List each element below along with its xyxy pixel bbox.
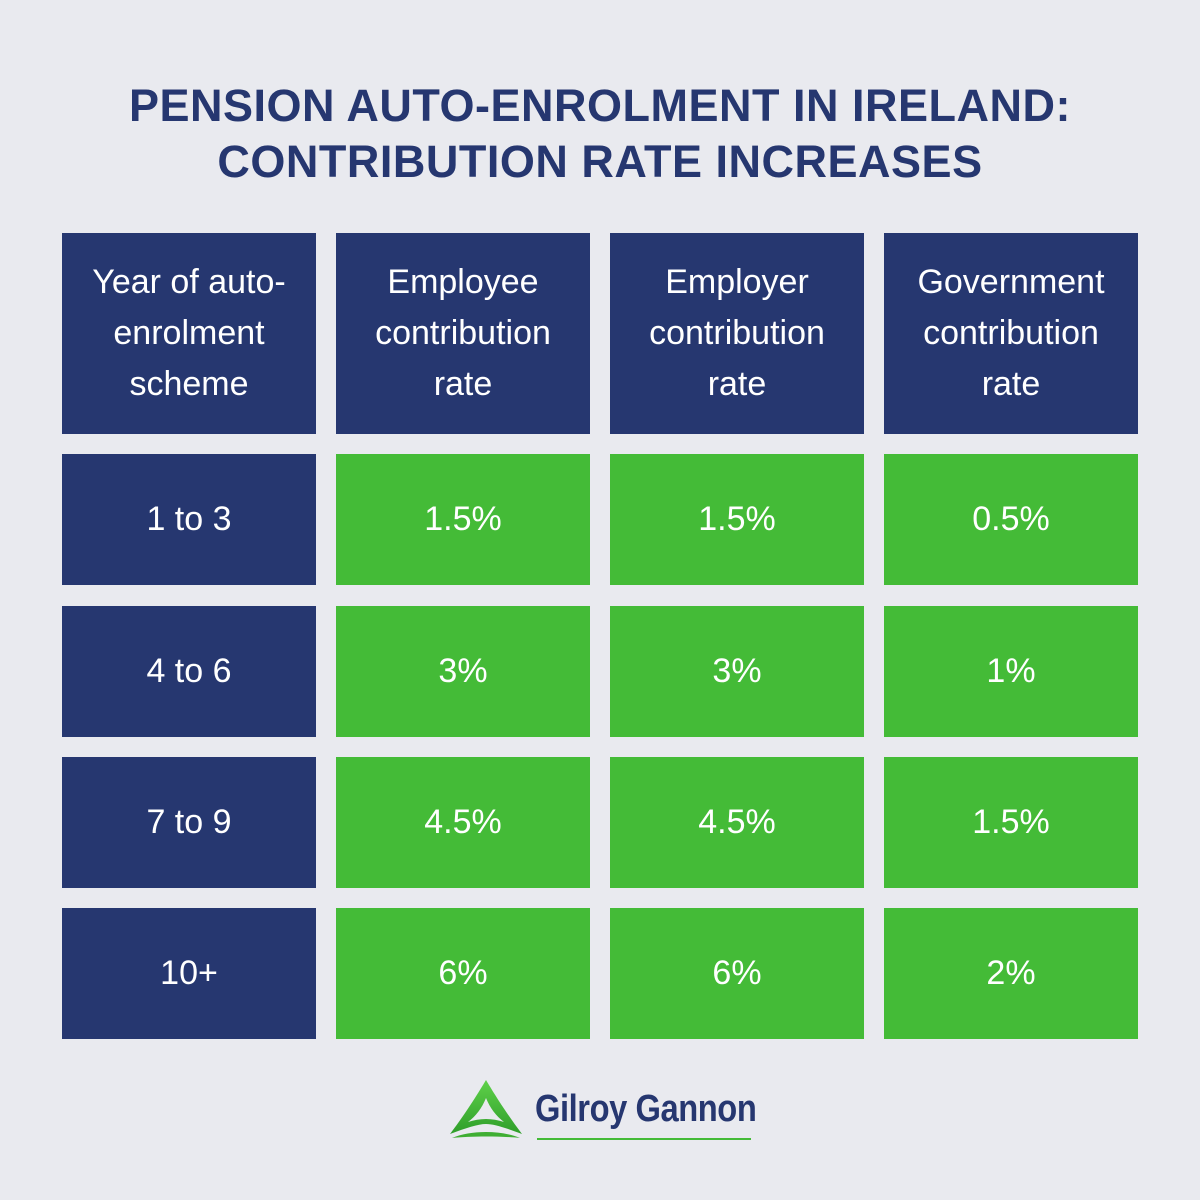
page-title: PENSION AUTO-ENROLMENT IN IRELAND: CONTR… <box>0 78 1200 190</box>
row-1-employer-rate: 1.5% <box>610 454 864 585</box>
header-employer-line-1: Employer <box>665 263 809 301</box>
row-4-year: 10+ <box>62 908 316 1039</box>
header-employer-line-3: rate <box>707 365 767 403</box>
header-year-line-1: Year of auto- <box>92 263 286 301</box>
row-1-year: 1 to 3 <box>62 454 316 585</box>
header-year: Year of auto- enrolment scheme <box>62 233 316 434</box>
header-employee-line-3: rate <box>433 365 493 403</box>
header-government-line-2: contribution <box>923 314 1099 352</box>
page-title-line-2: CONTRIBUTION RATE INCREASES <box>217 136 983 187</box>
row-3-employee-rate: 4.5% <box>336 757 590 888</box>
header-employee: Employee contribution rate <box>336 233 590 434</box>
header-year-line-2: enrolment <box>113 314 265 352</box>
row-2-year: 4 to 6 <box>62 606 316 737</box>
row-4-employer-rate: 6% <box>610 908 864 1039</box>
row-4-employee-rate: 6% <box>336 908 590 1039</box>
header-government: Government contribution rate <box>884 233 1138 434</box>
row-1-government-rate: 0.5% <box>884 454 1138 585</box>
header-government-line-1: Government <box>917 263 1105 301</box>
brand-name: Gilroy Gannon <box>535 1088 757 1130</box>
row-4-government-rate: 2% <box>884 908 1138 1039</box>
row-3-employer-rate: 4.5% <box>610 757 864 888</box>
row-2-government-rate: 1% <box>884 606 1138 737</box>
header-employer-line-2: contribution <box>649 314 825 352</box>
row-1-employee-rate: 1.5% <box>336 454 590 585</box>
brand-underline <box>537 1138 751 1140</box>
header-employee-line-1: Employee <box>387 263 539 301</box>
header-government-line-3: rate <box>981 365 1041 403</box>
row-3-government-rate: 1.5% <box>884 757 1138 888</box>
header-employer: Employer contribution rate <box>610 233 864 434</box>
row-2-employee-rate: 3% <box>336 606 590 737</box>
header-employee-line-2: contribution <box>375 314 551 352</box>
row-3-year: 7 to 9 <box>62 757 316 888</box>
page-title-line-1: PENSION AUTO-ENROLMENT IN IRELAND: <box>128 80 1071 131</box>
header-year-line-3: scheme <box>129 365 249 403</box>
triangle-swoosh-logo-icon <box>450 1080 522 1138</box>
row-2-employer-rate: 3% <box>610 606 864 737</box>
